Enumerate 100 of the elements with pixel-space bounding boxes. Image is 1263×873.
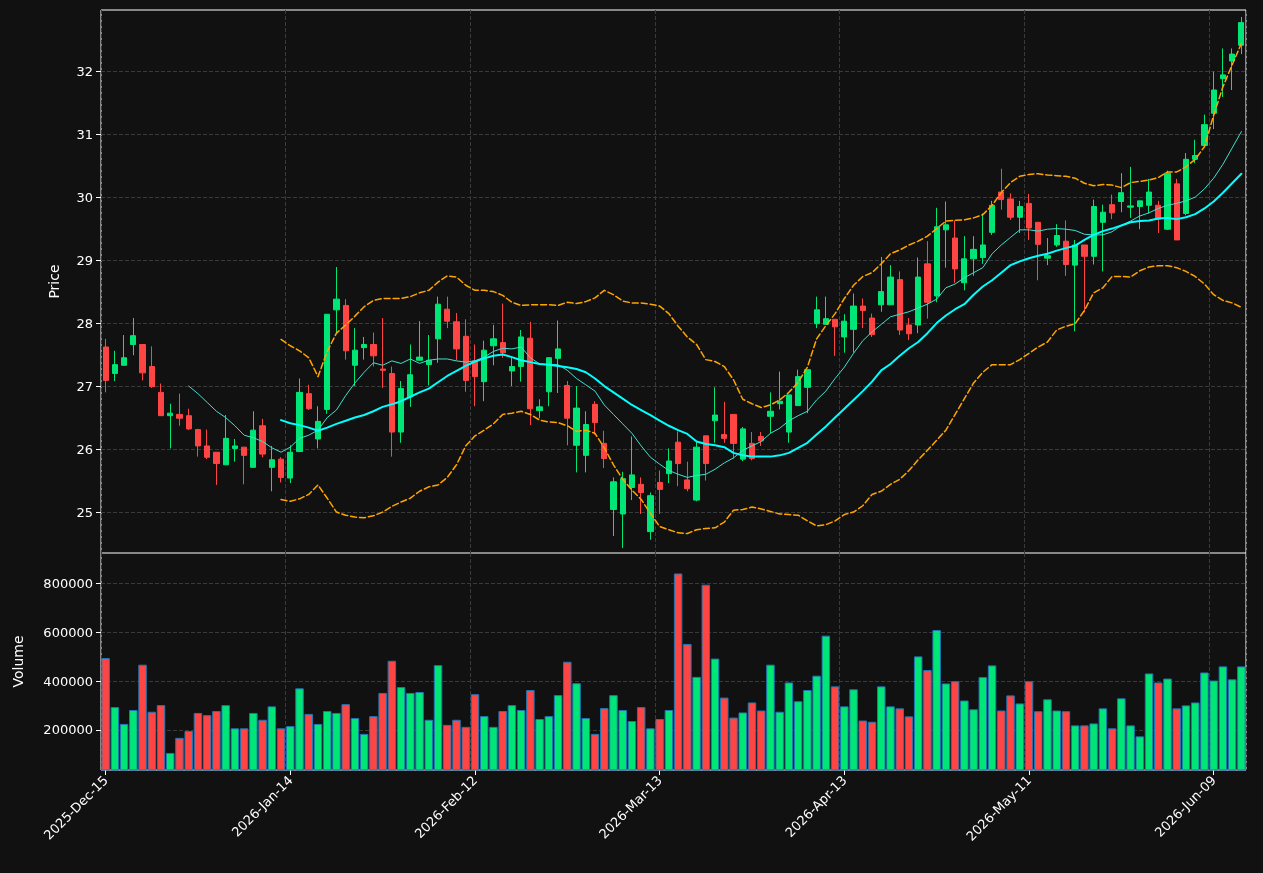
candlestick bbox=[952, 219, 958, 284]
candlestick bbox=[961, 235, 967, 291]
candlestick bbox=[1229, 47, 1235, 91]
candlestick bbox=[1174, 178, 1180, 241]
y-tick-label: 30 bbox=[76, 189, 93, 205]
candlestick bbox=[1238, 16, 1244, 55]
candlestick bbox=[712, 386, 718, 444]
candlestick bbox=[1044, 237, 1051, 266]
candlestick bbox=[721, 401, 727, 444]
candlestick bbox=[795, 369, 801, 407]
candlestick bbox=[296, 378, 303, 453]
candlestick bbox=[130, 317, 136, 356]
y-tick-label: 32 bbox=[76, 63, 93, 79]
candlestick bbox=[1026, 193, 1032, 241]
candlestick bbox=[804, 369, 811, 414]
candlestick bbox=[352, 327, 358, 387]
candlestick bbox=[490, 324, 497, 366]
y-tick-label: 600000 bbox=[43, 624, 93, 640]
candlestick bbox=[167, 403, 173, 449]
candlestick bbox=[361, 336, 367, 361]
candlestick bbox=[453, 312, 460, 361]
line-series bbox=[280, 172, 1243, 458]
candlestick bbox=[1072, 239, 1078, 332]
candlestick bbox=[426, 334, 432, 386]
candlestick bbox=[592, 400, 598, 436]
candlestick bbox=[1035, 221, 1041, 281]
candlestick bbox=[1164, 170, 1171, 231]
candlestick bbox=[1127, 166, 1134, 219]
candlestick bbox=[1183, 152, 1189, 216]
y-tick-label: 400000 bbox=[43, 673, 93, 689]
candlestick bbox=[416, 320, 423, 362]
candlestick bbox=[629, 435, 635, 501]
candlestick bbox=[223, 414, 229, 466]
candlestick bbox=[1220, 47, 1226, 98]
line-series bbox=[280, 42, 1243, 409]
candlestick bbox=[620, 471, 626, 549]
candlestick bbox=[269, 445, 275, 492]
candlestick bbox=[306, 384, 312, 411]
candlestick bbox=[1091, 199, 1097, 265]
line-series bbox=[188, 131, 1242, 478]
y-tick-label: 800000 bbox=[43, 575, 93, 591]
y-tick-label: 200000 bbox=[43, 722, 93, 738]
candlestick bbox=[444, 296, 450, 329]
candlestick bbox=[213, 451, 220, 486]
candlestick bbox=[500, 303, 506, 359]
candlestick bbox=[1146, 178, 1152, 214]
y-tick-label: 31 bbox=[76, 126, 93, 142]
candlestick bbox=[555, 320, 561, 394]
candlestick bbox=[860, 298, 866, 329]
candlestick bbox=[878, 256, 884, 313]
y-tick-label: 27 bbox=[76, 378, 93, 394]
candlestick bbox=[924, 240, 931, 320]
candlestick bbox=[841, 313, 847, 354]
candlestick bbox=[259, 418, 266, 458]
candlestick bbox=[278, 456, 284, 483]
y-tick-label: 25 bbox=[76, 504, 93, 520]
candlestick bbox=[897, 270, 903, 336]
candlestick bbox=[1137, 200, 1143, 230]
candlestick bbox=[1192, 139, 1198, 164]
candlestick bbox=[103, 338, 109, 393]
candlestick bbox=[850, 292, 857, 354]
candlestick bbox=[989, 200, 995, 236]
candlestick bbox=[693, 440, 700, 502]
candlestick bbox=[934, 207, 940, 303]
candlestick bbox=[139, 343, 146, 381]
candlestick bbox=[657, 469, 663, 515]
candlestick bbox=[1109, 194, 1115, 220]
candlestick bbox=[1007, 192, 1014, 221]
candlestick bbox=[527, 321, 533, 426]
candlestick bbox=[675, 430, 681, 487]
candlestick bbox=[232, 438, 238, 463]
candlestick bbox=[583, 410, 589, 473]
candlestick bbox=[915, 257, 921, 334]
candlestick bbox=[333, 266, 340, 334]
candlestick bbox=[158, 383, 164, 417]
candlestick bbox=[1118, 172, 1124, 213]
candlestick bbox=[149, 345, 155, 389]
candlestick bbox=[970, 235, 977, 277]
candlestick bbox=[121, 334, 127, 367]
candlestick bbox=[666, 447, 672, 484]
candlestick bbox=[370, 332, 377, 368]
y-axis-title: Price bbox=[46, 264, 62, 299]
candlestick bbox=[814, 296, 820, 329]
candlestick bbox=[481, 340, 487, 402]
candlestick bbox=[1081, 244, 1088, 313]
candlestick bbox=[610, 476, 617, 537]
y-tick-label: 28 bbox=[76, 315, 93, 331]
candlestick bbox=[684, 461, 690, 492]
candlestick bbox=[564, 380, 570, 446]
candlestick bbox=[998, 168, 1004, 211]
candlestick bbox=[112, 350, 118, 382]
candlestick bbox=[176, 393, 183, 427]
candlestick bbox=[1017, 200, 1023, 234]
candlestick bbox=[1063, 219, 1069, 277]
y-axis-title: Volume bbox=[10, 635, 26, 688]
candlestick bbox=[389, 366, 395, 458]
candlestick bbox=[730, 413, 737, 460]
candlestick bbox=[287, 444, 293, 484]
candlestick bbox=[786, 394, 792, 444]
candlestick bbox=[906, 317, 912, 341]
